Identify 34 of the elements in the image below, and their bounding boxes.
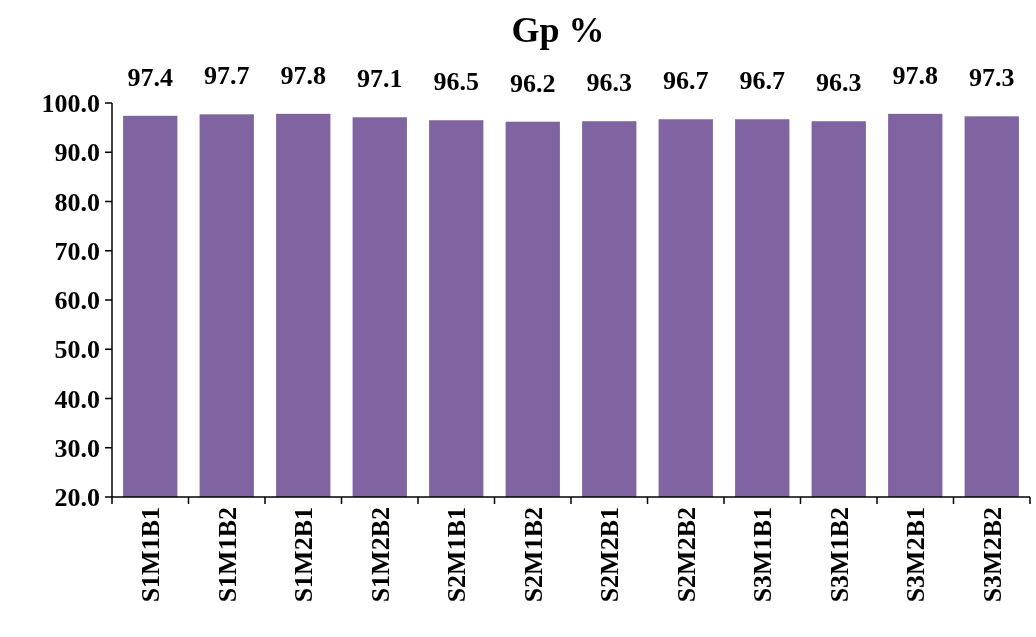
x-tick-label: S3M2B2 (977, 507, 1007, 603)
data-label: 96.7 (663, 66, 709, 96)
x-tick-label: S3M1B1 (748, 507, 778, 603)
x-tick-label: S2M2B2 (671, 507, 701, 603)
data-label: 97.1 (357, 64, 403, 94)
x-tick-label: S2M1B2 (518, 507, 548, 603)
x-tick-label: S3M1B2 (824, 507, 854, 603)
data-label: 96.3 (816, 68, 862, 98)
x-tick-label: S3M2B1 (901, 507, 931, 603)
x-tick-label: S1M2B1 (289, 507, 319, 603)
data-label: 96.2 (510, 68, 556, 98)
y-tick-label: 40.0 (54, 384, 100, 414)
y-tick-label: 80.0 (54, 187, 100, 217)
y-tick-label: 70.0 (54, 236, 100, 266)
y-tick-label: 100.0 (41, 89, 100, 119)
x-tick-label: S1M2B2 (365, 507, 395, 603)
data-label: 97.4 (127, 62, 173, 92)
data-label: 97.3 (969, 63, 1015, 93)
x-tick-label: S1M1B1 (136, 507, 166, 603)
y-tick-label: 60.0 (54, 286, 100, 316)
y-tick-label: 50.0 (54, 335, 100, 365)
data-label: 97.8 (280, 60, 326, 90)
x-tick-label: S2M1B1 (442, 507, 472, 603)
y-tick-label: 90.0 (54, 138, 100, 168)
data-label: 97.7 (204, 61, 250, 91)
x-tick-label: S2M2B1 (595, 507, 625, 603)
data-label: 96.7 (739, 66, 785, 96)
chart-title: Gp % (511, 10, 605, 50)
data-label: 96.5 (433, 67, 479, 97)
y-tick-label: 20.0 (54, 483, 100, 513)
y-tick-label: 30.0 (54, 433, 100, 463)
x-tick-label: S1M1B2 (212, 507, 242, 603)
data-label: 96.3 (586, 68, 632, 98)
data-label: 97.8 (892, 60, 938, 90)
